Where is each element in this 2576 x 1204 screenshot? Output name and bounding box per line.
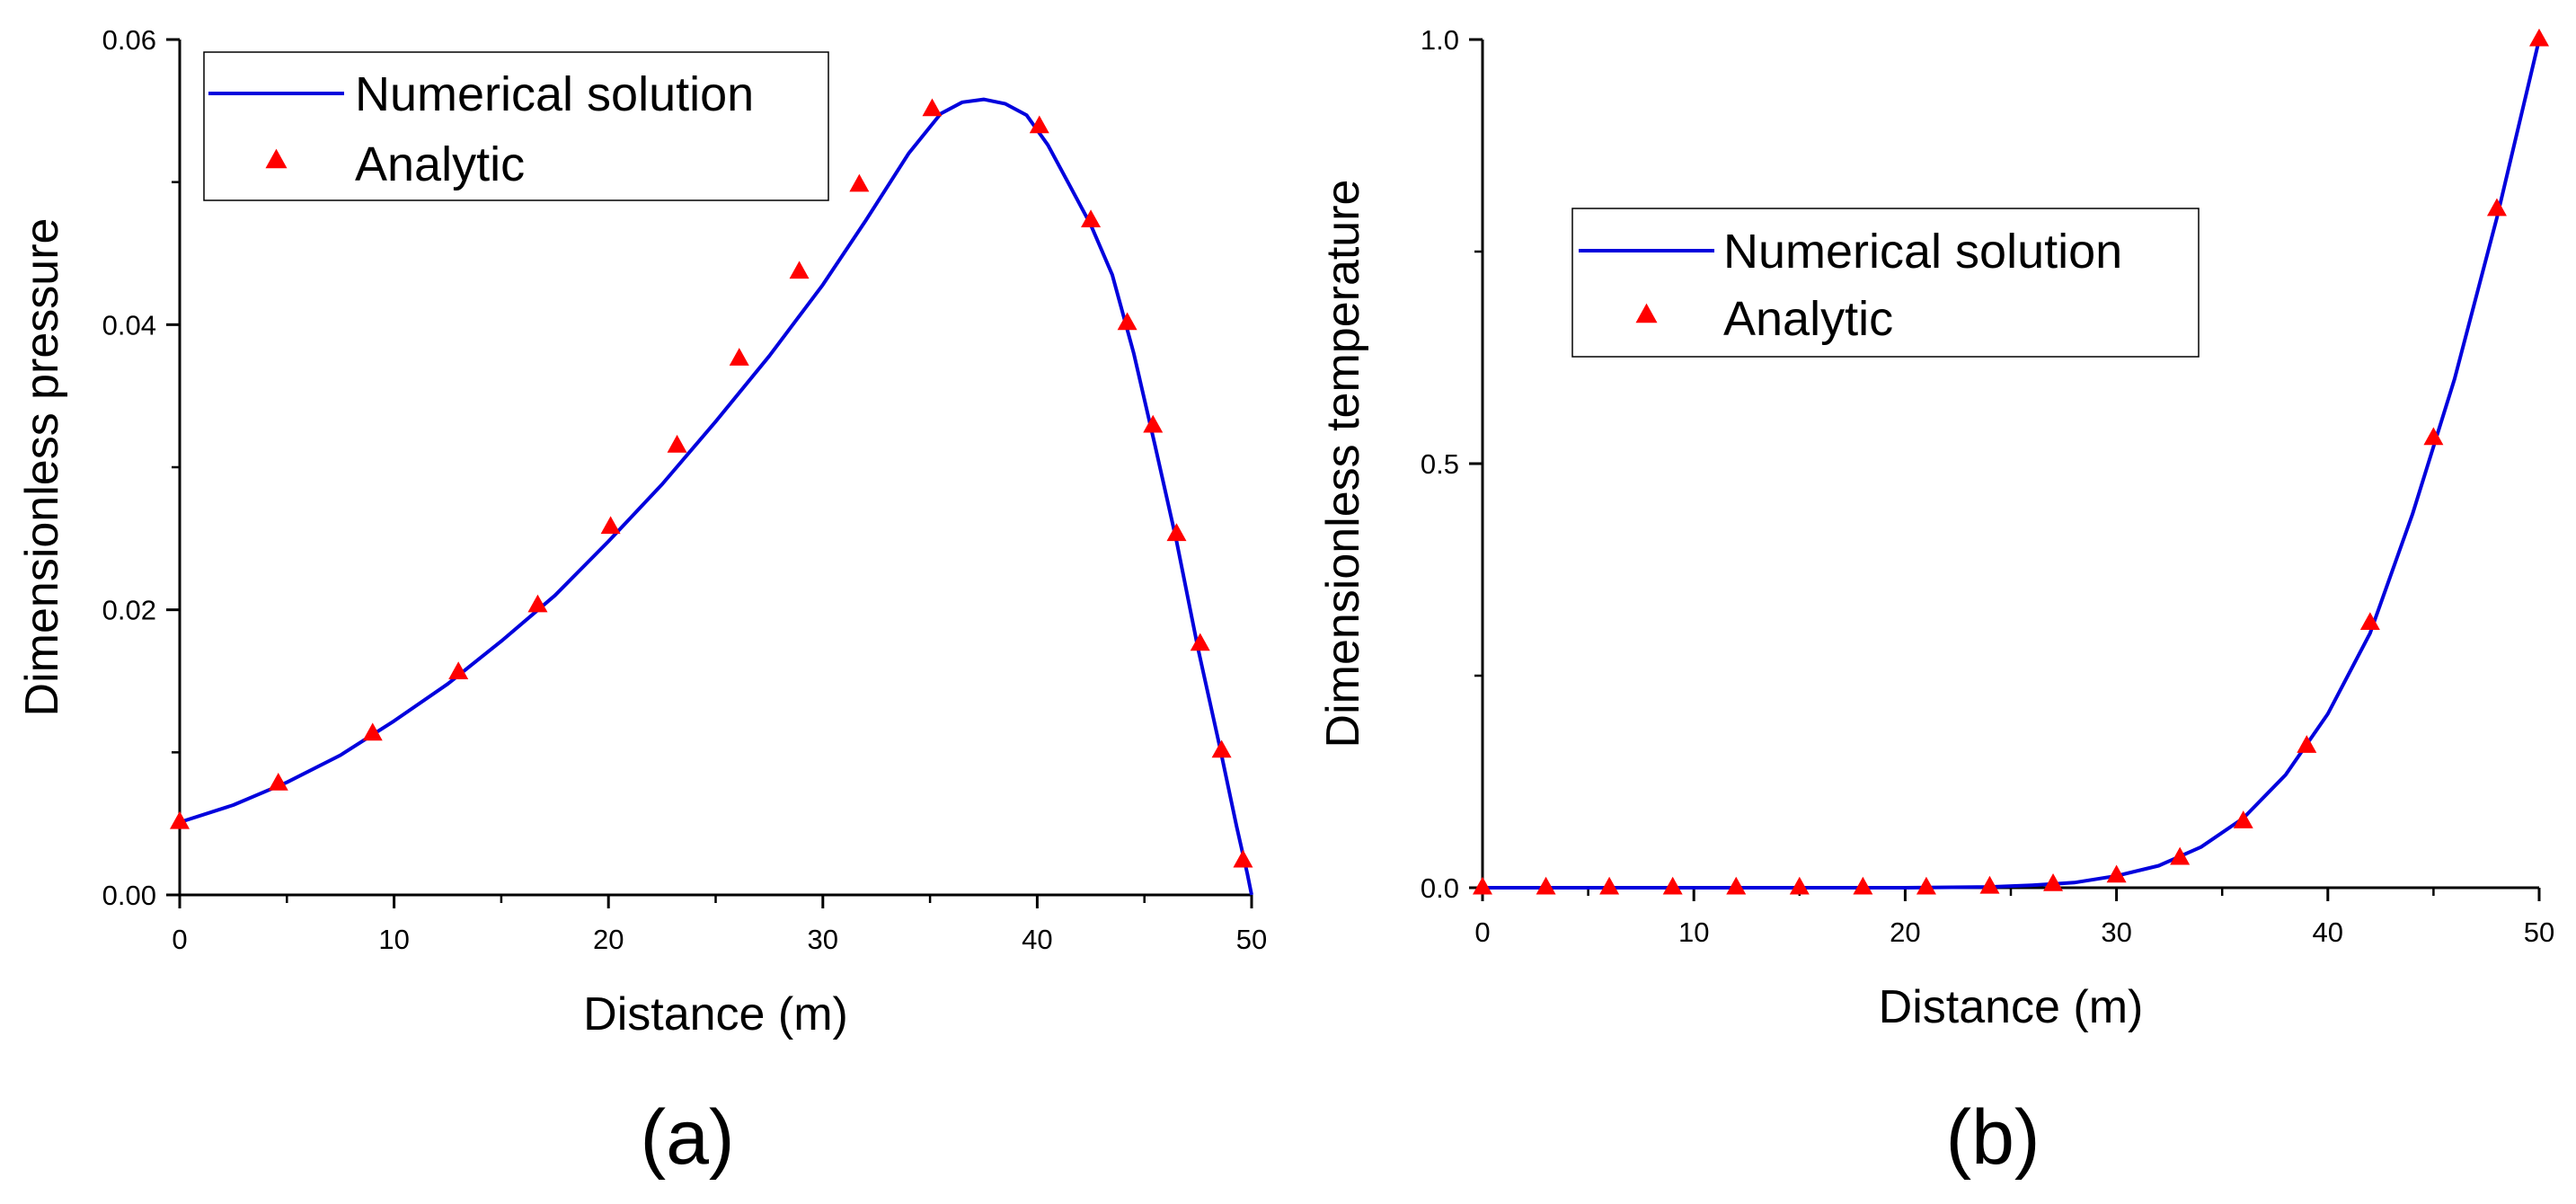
- analytic-marker: [1726, 876, 1747, 895]
- y-axis-label: Dimensionless temperature: [1317, 180, 1369, 748]
- analytic-marker: [1853, 876, 1873, 895]
- x-tick-label: 40: [1022, 924, 1052, 955]
- analytic-marker: [2106, 864, 2127, 883]
- analytic-marker: [448, 661, 469, 680]
- legend-label-analytic: Analytic: [1723, 292, 1893, 346]
- x-tick-label: 50: [1236, 924, 1267, 955]
- x-tick-label: 0: [1474, 916, 1490, 948]
- analytic-marker: [2423, 427, 2444, 446]
- x-axis-label: Distance (m): [1879, 981, 2144, 1033]
- x-axis-label: Distance (m): [583, 988, 848, 1040]
- chart-panel-b: 0 10 20 30 40 50 0.0 0.5 1.0 Distance (m) Dimensio…: [1317, 24, 2554, 1181]
- y-tick-label: 0.0: [1421, 872, 1459, 904]
- analytic-marker: [362, 722, 383, 741]
- analytic-marker: [2529, 28, 2549, 47]
- analytic-marker: [170, 810, 190, 829]
- x-tick-label: 20: [1890, 916, 1920, 948]
- analytic-marker: [789, 261, 810, 279]
- legend: Numerical solution Analytic: [203, 51, 829, 201]
- analytic-marker: [600, 516, 621, 535]
- analytic-marker: [1662, 876, 1683, 895]
- analytic-marker: [1979, 875, 2000, 894]
- analytic-marker: [1789, 876, 1810, 895]
- analytic-marker: [2170, 846, 2191, 865]
- legend-box: [203, 51, 829, 201]
- legend-box: [1571, 208, 2200, 358]
- analytic-marker: [268, 772, 288, 791]
- analytic-marker: [2043, 872, 2064, 891]
- analytic-marker: [1081, 209, 1102, 228]
- analytic-marker: [2297, 735, 2317, 753]
- analytic-marker: [1473, 876, 1492, 895]
- analytic-marker: [1233, 849, 1253, 868]
- y-tick-label: 1.0: [1421, 24, 1459, 56]
- numerical-solution-line: [1483, 39, 2541, 890]
- analytic-marker: [1536, 876, 1556, 895]
- y-tick-label: 0.00: [102, 880, 156, 911]
- y-tick-label: 0.5: [1421, 448, 1459, 480]
- analytic-marker: [1916, 876, 1936, 895]
- analytic-marker: [922, 98, 943, 117]
- x-tick-label: 10: [1678, 916, 1709, 948]
- legend-label-analytic: Analytic: [355, 137, 525, 191]
- x-tick-label: 30: [808, 924, 838, 955]
- y-tick-label: 0.02: [102, 595, 156, 626]
- analytic-marker: [1211, 739, 1232, 758]
- panel-label: (a): [640, 1094, 734, 1181]
- analytic-marker: [667, 434, 687, 453]
- analytic-marker: [2486, 198, 2507, 217]
- x-tick-label: 30: [2101, 916, 2131, 948]
- analytic-marker: [2359, 612, 2380, 630]
- analytic-marker: [849, 173, 870, 192]
- legend-triangle-swatch: [1635, 303, 1658, 323]
- x-tick-label: 10: [378, 924, 409, 955]
- analytic-marker: [1599, 876, 1620, 895]
- x-tick-label: 50: [2524, 916, 2554, 948]
- analytic-marker: [1190, 633, 1210, 651]
- legend-label-numerical: Numerical solution: [355, 67, 754, 121]
- legend-triangle-swatch: [265, 148, 288, 169]
- panel-label: (b): [1945, 1094, 2040, 1181]
- analytic-marker: [729, 348, 749, 366]
- legend: Numerical solution Analytic: [1571, 208, 2200, 358]
- x-tick-label: 20: [593, 924, 624, 955]
- analytic-marker: [1117, 312, 1138, 331]
- y-tick-label: 0.06: [102, 24, 156, 56]
- analytic-marker: [1166, 523, 1187, 542]
- analytic-marker: [1143, 414, 1164, 433]
- analytic-marker: [527, 594, 548, 613]
- y-tick-label: 0.04: [102, 309, 156, 341]
- chart-panel-a: 0 10 20 30 40 50 0.00 0.02 0.04 0.06 Distance (m) D…: [16, 24, 1267, 1181]
- x-tick-label: 40: [2313, 916, 2343, 948]
- x-tick-label: 0: [172, 924, 187, 955]
- y-axis-label: Dimensionless pressure: [16, 218, 68, 717]
- legend-label-numerical: Numerical solution: [1723, 225, 2122, 279]
- analytic-marker: [1029, 115, 1049, 134]
- analytic-marker: [2233, 810, 2253, 828]
